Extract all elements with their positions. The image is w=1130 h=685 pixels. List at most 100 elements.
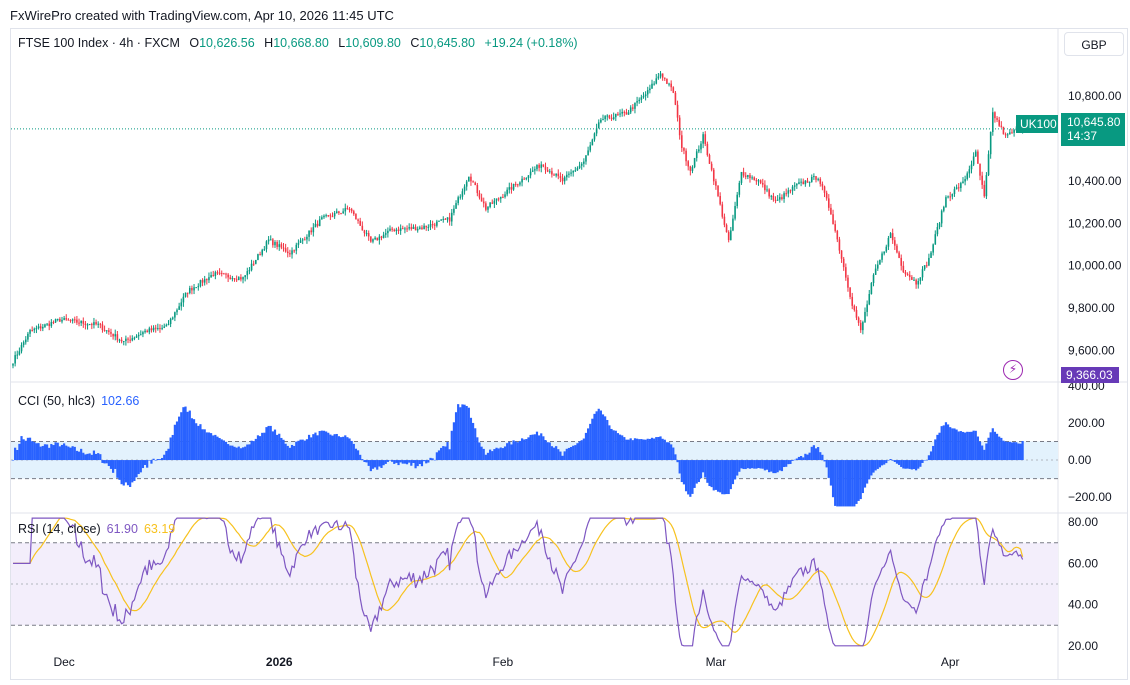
candle-body <box>148 328 151 333</box>
candle-body <box>140 334 142 336</box>
cci-bar <box>54 442 57 461</box>
cci-bar <box>889 459 892 461</box>
candle-body <box>738 182 741 195</box>
candle-body <box>380 236 383 238</box>
cci-bar <box>966 431 969 461</box>
close-label: C <box>410 36 420 50</box>
cci-bar <box>597 408 600 461</box>
cci-legend[interactable]: CCI (50, hlc3) 102.66 <box>18 394 139 408</box>
candle-body <box>874 268 877 275</box>
candle-body <box>602 119 604 121</box>
candle-body <box>436 221 438 226</box>
candle-body <box>459 196 462 198</box>
cci-bar <box>870 460 873 476</box>
cci-bar <box>148 460 151 461</box>
candle-body <box>540 164 543 168</box>
candle-body <box>233 278 236 280</box>
cci-bar <box>161 457 164 461</box>
bolt-icon[interactable]: ⚡︎ <box>1003 360 1023 380</box>
candle-body <box>994 112 996 119</box>
candle-body <box>542 164 545 167</box>
currency-button[interactable]: GBP <box>1064 32 1124 56</box>
candle-body <box>847 277 849 288</box>
candle-body <box>188 288 191 294</box>
cci-bar <box>972 430 975 461</box>
cci-bar <box>520 438 524 461</box>
candle-body <box>938 223 941 228</box>
candle-body <box>813 176 815 178</box>
cci-bar <box>205 432 208 461</box>
candle-body <box>433 224 436 226</box>
cci-bar <box>286 445 289 461</box>
cci-bar <box>152 458 155 461</box>
candle-body <box>65 318 68 320</box>
cci-bar <box>156 459 159 461</box>
cci-bar <box>985 443 988 461</box>
cci-bar <box>853 460 856 507</box>
open-value: 10,626.56 <box>199 36 255 50</box>
candle-body <box>240 277 242 280</box>
cci-bar <box>178 416 181 461</box>
candle-body <box>127 338 129 340</box>
candle-body <box>638 99 641 102</box>
cci-bar <box>910 460 913 470</box>
candle-body <box>583 161 585 164</box>
cci-bar <box>258 436 262 461</box>
candle-body <box>61 319 63 322</box>
candle-body <box>363 230 366 234</box>
cci-bar <box>63 443 66 461</box>
bar-countdown: 14:37 <box>1067 129 1098 143</box>
candle-body <box>280 244 283 248</box>
cci-bar <box>927 455 930 461</box>
cci-bar <box>39 446 42 461</box>
cci-bar <box>197 425 200 461</box>
cci-bar <box>599 410 602 461</box>
candle-body <box>291 250 293 255</box>
candle-body <box>774 199 777 201</box>
candle-body <box>314 223 317 228</box>
cci-bar <box>565 448 568 461</box>
cci-bar <box>60 444 64 461</box>
rsi-legend[interactable]: RSI (14, close) 61.90 63.19 <box>18 522 175 536</box>
candle-body <box>1002 126 1005 135</box>
time-axis-tick: Dec <box>53 655 74 669</box>
cci-bar <box>725 460 728 495</box>
candle-body <box>951 193 954 197</box>
rsi-title: RSI (14, close) <box>18 522 101 536</box>
cci-bar <box>265 427 268 461</box>
symbol-title[interactable]: FTSE 100 Index · 4h · FXCM <box>18 36 180 50</box>
cci-bar <box>52 445 55 461</box>
candle-body <box>747 175 749 177</box>
candle-body <box>866 304 868 312</box>
candle-body <box>150 328 153 331</box>
candle-body <box>122 341 125 343</box>
cci-bar <box>1017 443 1020 461</box>
candle-body <box>489 202 491 207</box>
candle-body <box>783 193 785 200</box>
candle-body <box>883 251 885 254</box>
cci-bar <box>789 460 792 464</box>
candle-body <box>723 216 726 225</box>
cci-bar <box>231 445 234 461</box>
time-axis-tick: Apr <box>941 655 960 669</box>
cci-bar <box>399 460 402 463</box>
candle-body <box>519 182 521 185</box>
candle-body <box>798 182 800 185</box>
cci-title: CCI (50, hlc3) <box>18 394 96 408</box>
candle-body <box>868 294 871 305</box>
candle-body <box>63 318 65 320</box>
candle-body <box>666 78 668 84</box>
candle-body <box>144 330 146 333</box>
price-axis-tick: 10,200.00 <box>1068 216 1122 230</box>
candle-body <box>365 233 368 235</box>
cci-bar <box>501 448 504 461</box>
candle-body <box>429 224 432 227</box>
candle-body <box>827 198 830 208</box>
cci-bar <box>124 460 127 483</box>
candle-body <box>940 210 943 224</box>
candle-body <box>585 155 587 162</box>
cci-bar <box>633 438 637 461</box>
candle-body <box>612 117 615 120</box>
candle-body <box>921 269 924 278</box>
